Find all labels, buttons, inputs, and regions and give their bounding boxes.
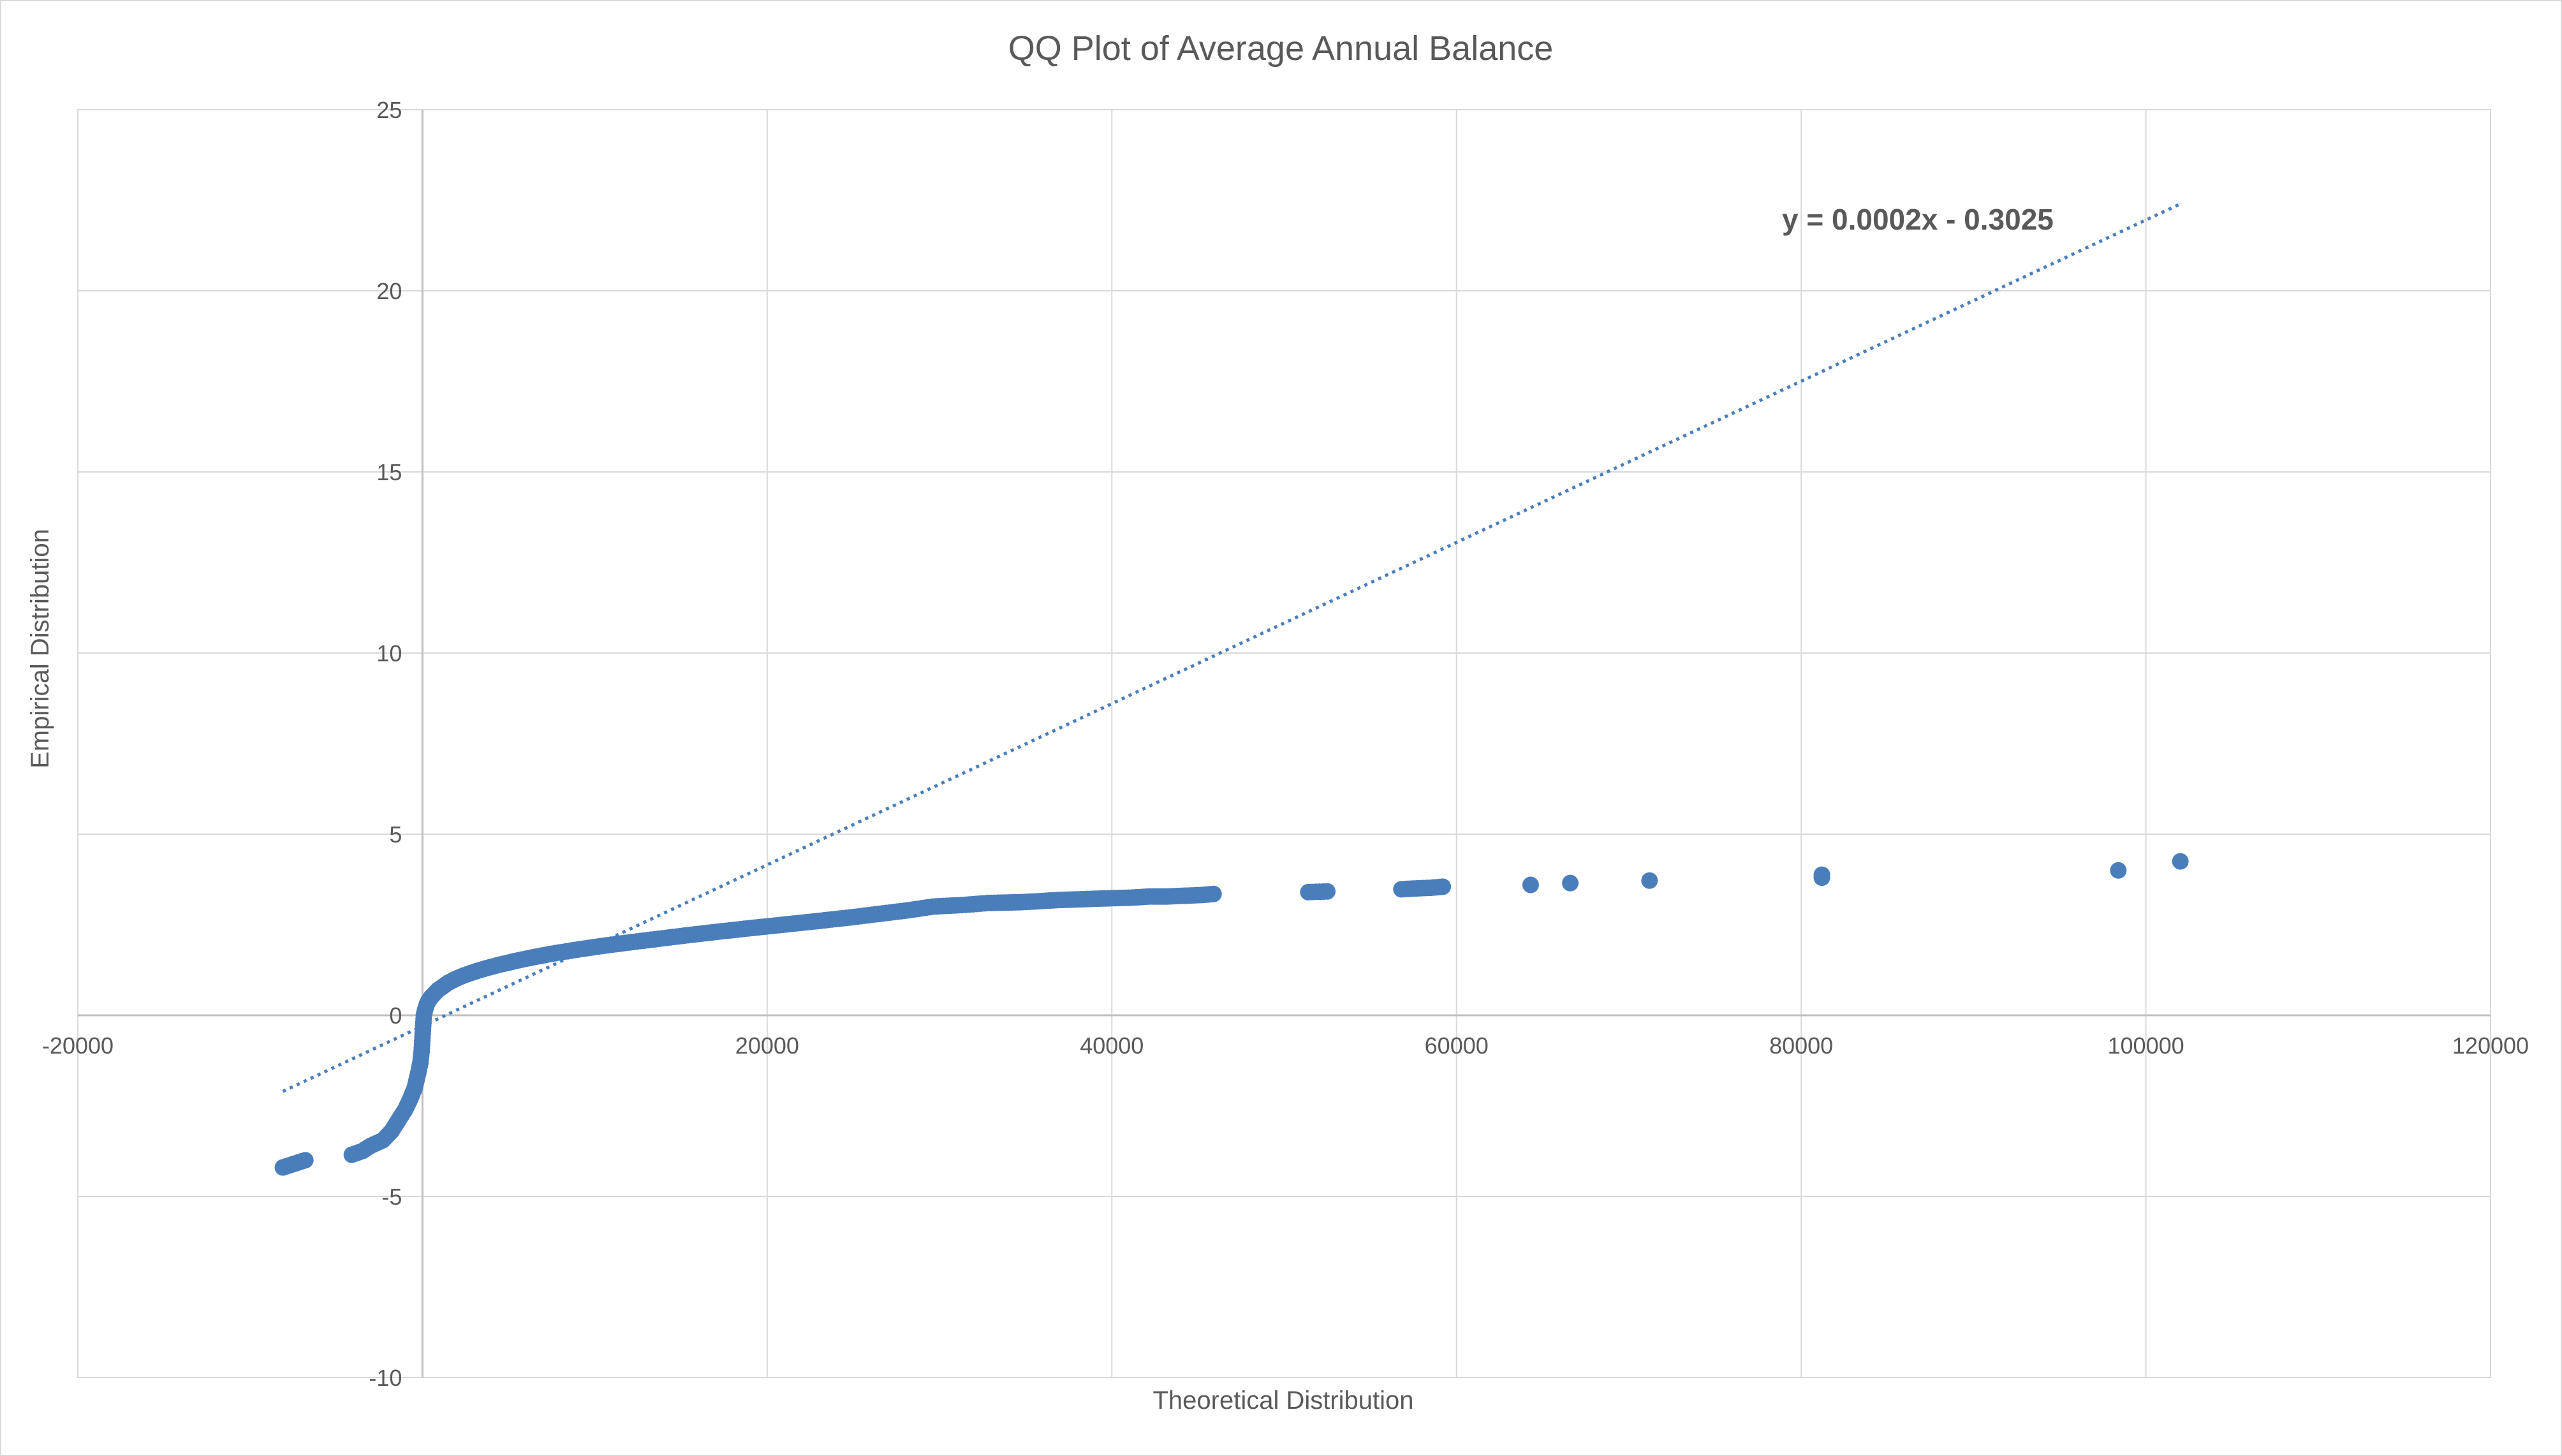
data-point [1434, 878, 1452, 895]
x-tick-label: 100000 [2108, 1033, 2184, 1059]
data-point [740, 920, 757, 937]
data-point [590, 938, 607, 955]
horizontal-gridlines [78, 109, 2491, 1378]
data-point [1813, 866, 1830, 883]
data-point [1141, 888, 1158, 905]
data-point [774, 916, 791, 933]
data-point [297, 1152, 314, 1169]
data-point [1522, 876, 1539, 893]
x-tick-label: 20000 [735, 1033, 799, 1059]
data-point [617, 934, 635, 952]
data-point [1089, 890, 1107, 908]
data-point [413, 1043, 431, 1060]
data-point [1205, 885, 1222, 902]
data-point [507, 952, 524, 969]
data-point [1405, 880, 1422, 897]
data-point [543, 945, 561, 962]
plot-area [77, 109, 2491, 1378]
vertical-gridlines [77, 110, 2491, 1378]
data-point [1562, 874, 1579, 892]
data-point [1048, 892, 1065, 909]
data-point [478, 960, 495, 977]
data-point [1300, 883, 1317, 901]
y-tick-label: 10 [376, 640, 402, 666]
trendline [282, 202, 2181, 1093]
data-point [1158, 888, 1175, 905]
data-point [809, 913, 826, 930]
data-point [647, 930, 664, 948]
data-points [274, 853, 2189, 1176]
data-point [1069, 891, 1086, 908]
data-point [900, 902, 917, 919]
data-point [676, 927, 693, 945]
data-point [1422, 879, 1439, 897]
y-tick-label: 15 [376, 459, 402, 485]
data-point [1393, 881, 1410, 898]
axes [78, 110, 2491, 1378]
data-point [492, 956, 509, 973]
x-tick-label: 60000 [1425, 1033, 1489, 1059]
data-point [274, 1159, 291, 1176]
data-point [924, 898, 941, 915]
data-point [1319, 883, 1336, 900]
x-tick-label: 120000 [2452, 1033, 2529, 1059]
y-tick-label: -5 [381, 1184, 402, 1210]
trendline-equation: y = 0.0002x - 0.3025 [1782, 203, 2054, 236]
x-tick-labels: -20000020000400006000080000100000120000 [42, 1033, 2529, 1059]
chart-title: QQ Plot of Average Annual Balance [1008, 29, 1554, 68]
data-point [1031, 893, 1048, 910]
x-axis-title: Theoretical Distribution [1152, 1386, 1413, 1415]
data-point [1010, 893, 1027, 911]
y-tick-label: 0 [389, 1003, 402, 1029]
data-point [1175, 887, 1193, 904]
y-tick-labels: -10 -5 0 5 10 15 20 25 [369, 97, 402, 1391]
x-tick-label: 40000 [1080, 1033, 1144, 1059]
x-tick-label: -20000 [42, 1033, 114, 1059]
data-point [1193, 886, 1210, 904]
data-point [1641, 872, 1658, 889]
data-point [871, 905, 888, 922]
data-point [2172, 853, 2189, 870]
data-point [979, 894, 996, 911]
y-axis-title: Empirical Distribution [26, 529, 54, 768]
y-tick-label: 20 [376, 278, 402, 304]
y-tick-label: 5 [389, 821, 402, 848]
y-tick-label: 25 [376, 97, 402, 123]
y-tick-label: -10 [369, 1365, 402, 1391]
data-point [1124, 889, 1141, 906]
data-point [566, 941, 583, 959]
data-point [957, 896, 974, 913]
data-point [406, 1079, 423, 1096]
x-tick-label: 80000 [1769, 1033, 1833, 1059]
data-point [707, 923, 724, 941]
data-point [524, 949, 541, 966]
data-point [2110, 862, 2127, 879]
data-point [841, 909, 858, 926]
